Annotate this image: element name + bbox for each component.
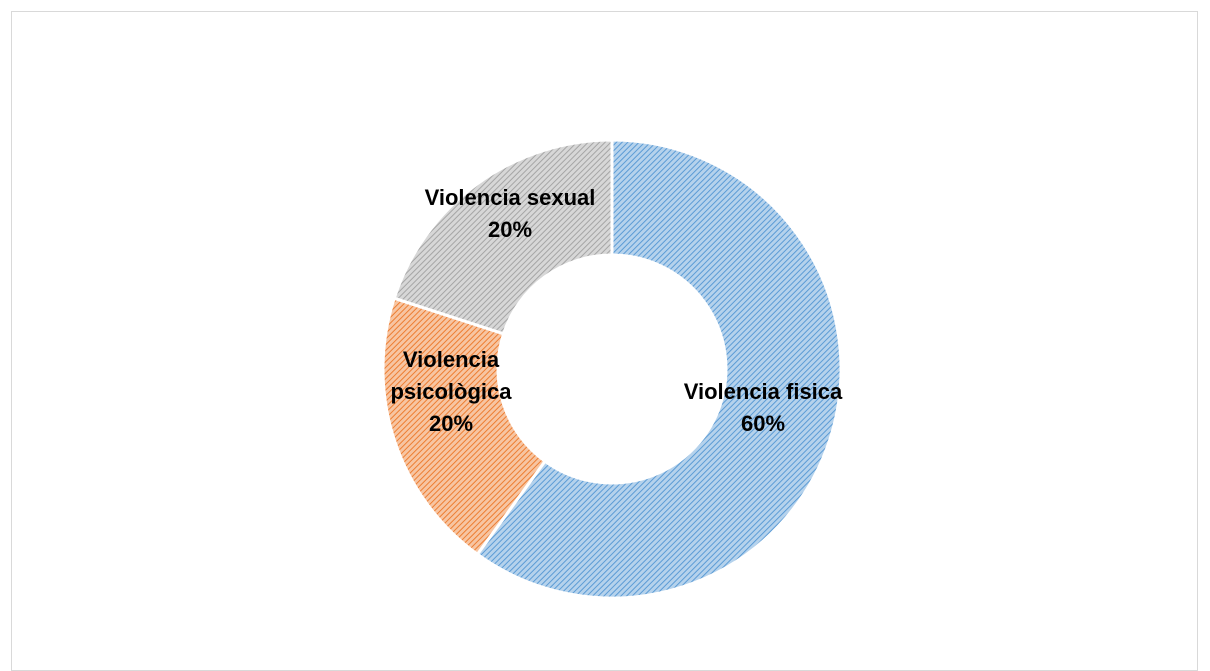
slice-violencia-psicologica xyxy=(381,296,548,557)
slices-group xyxy=(381,138,843,600)
slice-label-violencia-psicologica: Violencia psicològica 20% xyxy=(390,347,512,436)
slice-label-violencia-fisica: Violencia fisica 60% xyxy=(684,379,843,436)
slice-violencia-sexual xyxy=(392,138,614,336)
labels-group: Violencia fisica 60% Violencia psicològica 2… xyxy=(390,185,843,436)
slice-violencia-fisica xyxy=(475,138,843,600)
slice-label-violencia-sexual: Violencia sexual 20% xyxy=(425,185,596,242)
